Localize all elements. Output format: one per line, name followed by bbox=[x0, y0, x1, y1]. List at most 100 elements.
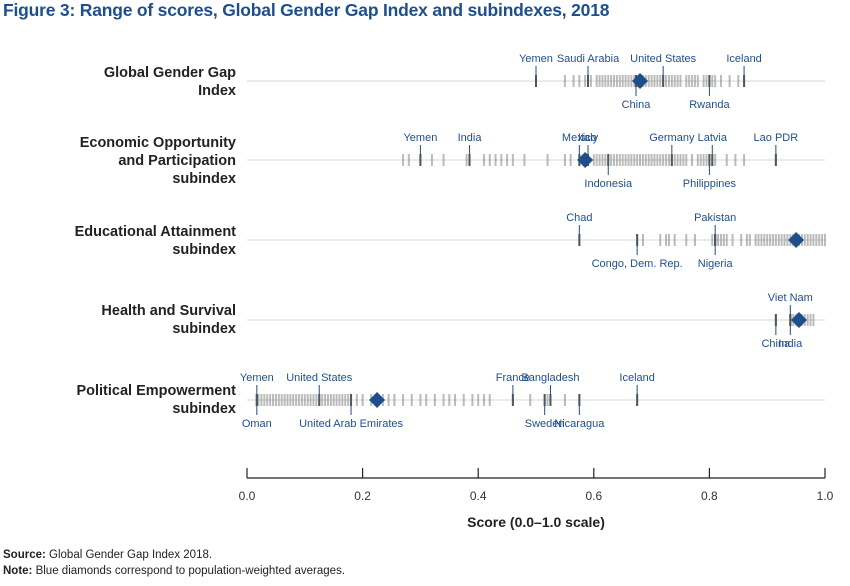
country-score-mark bbox=[771, 234, 774, 246]
annotated-country-mark bbox=[419, 154, 422, 166]
country-score-mark bbox=[361, 394, 364, 406]
annotated-country-mark bbox=[708, 154, 711, 166]
country-score-mark bbox=[615, 154, 618, 166]
country-score-mark bbox=[604, 154, 607, 166]
country-score-mark bbox=[806, 314, 809, 326]
country-score-mark bbox=[300, 394, 303, 406]
weighted-average-diamond bbox=[788, 232, 805, 248]
country-score-mark bbox=[624, 75, 627, 87]
country-score-mark bbox=[659, 75, 662, 87]
country-score-mark bbox=[630, 75, 633, 87]
country-score-mark bbox=[760, 234, 763, 246]
annotation-label: India bbox=[778, 338, 803, 350]
country-score-mark bbox=[653, 75, 656, 87]
country-score-mark bbox=[711, 234, 714, 246]
country-score-mark bbox=[355, 394, 358, 406]
country-score-mark bbox=[693, 75, 696, 87]
country-score-mark bbox=[607, 75, 610, 87]
annotation-label: Sweden bbox=[525, 418, 565, 430]
country-score-mark bbox=[647, 154, 650, 166]
country-score-mark bbox=[546, 154, 549, 166]
country-score-mark bbox=[523, 154, 526, 166]
country-score-mark bbox=[685, 234, 688, 246]
country-score-mark bbox=[494, 154, 497, 166]
country-score-mark bbox=[754, 234, 757, 246]
country-score-mark bbox=[610, 154, 613, 166]
annotation-label: Saudi Arabia bbox=[557, 53, 620, 65]
annotated-country-mark bbox=[578, 234, 581, 246]
country-score-mark bbox=[563, 394, 566, 406]
source-note: Source: Global Gender Gap Index 2018. bbox=[3, 549, 212, 561]
country-score-mark bbox=[719, 75, 722, 87]
country-score-mark bbox=[665, 234, 668, 246]
country-score-mark bbox=[783, 234, 786, 246]
annotated-country-mark bbox=[774, 154, 777, 166]
country-score-mark bbox=[529, 394, 532, 406]
country-score-mark bbox=[630, 154, 633, 166]
country-score-mark bbox=[705, 154, 708, 166]
country-score-mark bbox=[477, 394, 480, 406]
country-score-mark bbox=[673, 75, 676, 87]
country-score-mark bbox=[766, 234, 769, 246]
annotation-label: Germany bbox=[649, 132, 695, 144]
x-axis-ticks: 0.0 0.2 0.4 0.6 0.8 1.0 bbox=[239, 468, 834, 503]
country-score-mark bbox=[303, 394, 306, 406]
country-score-mark bbox=[433, 394, 436, 406]
country-score-mark bbox=[563, 154, 566, 166]
country-score-mark bbox=[613, 75, 616, 87]
country-score-mark bbox=[748, 234, 751, 246]
annotation-label: Lao PDR bbox=[754, 132, 799, 144]
country-score-mark bbox=[679, 75, 682, 87]
country-score-mark bbox=[702, 75, 705, 87]
country-score-mark bbox=[563, 75, 566, 87]
country-score-mark bbox=[696, 75, 699, 87]
country-score-mark bbox=[777, 234, 780, 246]
annotated-country-mark bbox=[662, 75, 665, 87]
country-score-mark bbox=[636, 154, 639, 166]
country-score-mark bbox=[665, 75, 668, 87]
weighted-average-diamond bbox=[369, 392, 386, 408]
annotation-label: Nicaragua bbox=[554, 418, 605, 430]
country-score-mark bbox=[482, 154, 485, 166]
country-score-mark bbox=[584, 75, 587, 87]
country-score-mark bbox=[335, 394, 338, 406]
annotation-label: Chad bbox=[566, 212, 592, 224]
x-tick-label: 0.0 bbox=[239, 489, 256, 503]
strip-row: Chad Pakistan Congo, Dem. Rep. Nigeria bbox=[247, 212, 826, 270]
country-score-mark bbox=[407, 154, 410, 166]
country-score-mark bbox=[341, 394, 344, 406]
country-score-mark bbox=[722, 234, 725, 246]
country-score-mark bbox=[806, 234, 809, 246]
country-score-mark bbox=[647, 75, 650, 87]
annotation-label: Yemen bbox=[240, 372, 274, 384]
country-score-mark bbox=[769, 234, 772, 246]
country-score-mark bbox=[410, 394, 413, 406]
country-score-mark bbox=[641, 154, 644, 166]
country-score-mark bbox=[734, 154, 737, 166]
country-score-mark bbox=[818, 234, 821, 246]
country-score-mark bbox=[295, 394, 298, 406]
country-score-mark bbox=[821, 234, 824, 246]
country-score-mark bbox=[621, 154, 624, 166]
country-score-mark bbox=[442, 154, 445, 166]
country-score-mark bbox=[488, 394, 491, 406]
annotation-label: United States bbox=[286, 372, 353, 384]
country-score-mark bbox=[292, 394, 295, 406]
country-score-mark bbox=[682, 154, 685, 166]
country-score-mark bbox=[425, 394, 428, 406]
country-score-mark bbox=[662, 154, 665, 166]
country-score-mark bbox=[714, 154, 717, 166]
strip-row: Yemen Saudi Arabia United States Iceland Chi… bbox=[247, 53, 825, 111]
country-score-mark bbox=[289, 394, 292, 406]
country-score-mark bbox=[506, 154, 509, 166]
country-score-mark bbox=[298, 394, 301, 406]
country-score-mark bbox=[347, 394, 350, 406]
country-score-mark bbox=[667, 75, 670, 87]
annotated-country-mark bbox=[543, 394, 546, 406]
country-score-mark bbox=[618, 75, 621, 87]
x-tick-label: 0.8 bbox=[701, 489, 718, 503]
annotation-label: Indonesia bbox=[584, 178, 633, 190]
x-axis-label: Score (0.0–1.0 scale) bbox=[467, 514, 605, 530]
country-score-mark bbox=[740, 234, 743, 246]
